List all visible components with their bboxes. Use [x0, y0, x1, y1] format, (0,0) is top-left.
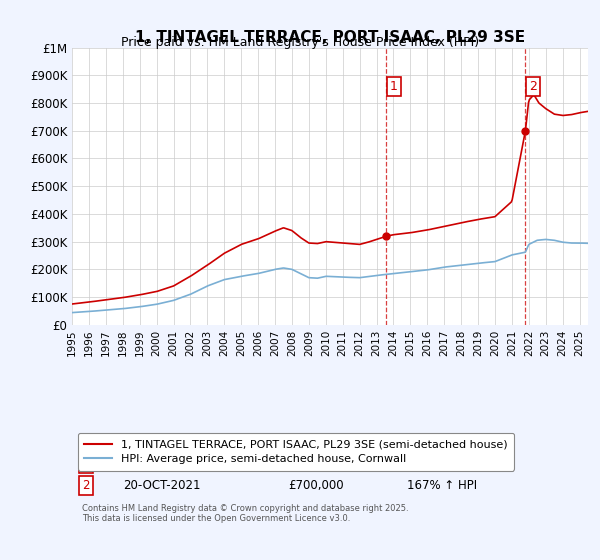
Text: Contains HM Land Registry data © Crown copyright and database right 2025.
This d: Contains HM Land Registry data © Crown c…	[82, 503, 409, 523]
Text: £320,000: £320,000	[289, 457, 344, 470]
Text: 20-OCT-2021: 20-OCT-2021	[124, 479, 201, 492]
Title: 1, TINTAGEL TERRACE, PORT ISAAC, PL29 3SE: 1, TINTAGEL TERRACE, PORT ISAAC, PL29 3S…	[135, 30, 525, 45]
Text: 1: 1	[82, 457, 90, 470]
Text: Price paid vs. HM Land Registry's House Price Index (HPI): Price paid vs. HM Land Registry's House …	[121, 36, 479, 49]
Text: 2: 2	[529, 80, 536, 93]
Text: £700,000: £700,000	[289, 479, 344, 492]
Text: 2: 2	[82, 479, 90, 492]
Text: 167% ↑ HPI: 167% ↑ HPI	[407, 479, 478, 492]
Text: 01-AUG-2013: 01-AUG-2013	[124, 457, 202, 470]
Text: 1: 1	[390, 80, 398, 93]
Text: 73% ↑ HPI: 73% ↑ HPI	[407, 457, 470, 470]
Legend: 1, TINTAGEL TERRACE, PORT ISAAC, PL29 3SE (semi-detached house), HPI: Average pr: 1, TINTAGEL TERRACE, PORT ISAAC, PL29 3S…	[77, 433, 514, 471]
